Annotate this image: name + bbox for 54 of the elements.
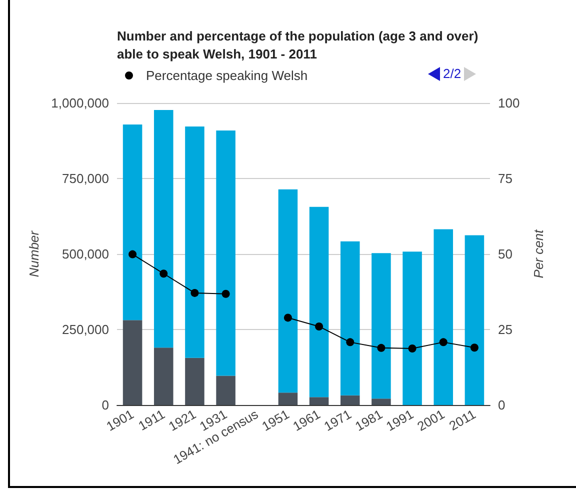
point [315,322,324,330]
point [377,344,386,352]
bar [278,392,298,405]
bar [372,253,391,399]
bar [464,235,484,405]
point [346,338,354,346]
point [439,338,448,346]
chart-title: Number and percentage of the population (age 3 and over) able to speak Welsh, 1901 - 2011 [117,28,482,62]
x-tick-label: 1921 [166,406,198,434]
bar [122,124,142,320]
bar [309,397,329,405]
bar [340,241,360,396]
y-axis-title: Number [26,230,42,278]
text: 2/2 [443,66,462,81]
bar [154,110,174,348]
y-tick-label: 750,000 [62,171,109,186]
bar [216,130,236,376]
y-tick-label: 1,000,000 [51,96,109,110]
x-tick-label: 1951 [259,406,292,434]
point [284,314,292,322]
point [408,344,416,353]
x-tick-label: 1991 [384,406,416,434]
y2-tick-label: 50 [498,246,512,262]
bar [340,395,360,405]
y2-tick-label: 75 [498,171,512,186]
point [128,250,137,258]
bar [278,189,298,393]
bar [434,229,454,405]
point [470,344,478,352]
x-tick-label: 1911 [136,406,168,434]
legend-label: Percentage speaking Welsh [146,68,308,83]
x-tick-label: 1981 [352,406,385,434]
bar [122,320,142,405]
point [190,288,199,297]
x-tick-label: 2001 [414,406,448,434]
bar [309,206,329,398]
bar [402,252,422,405]
bar [372,398,391,405]
bar [216,376,236,405]
y2-axis-title: Per cent [531,228,546,278]
y2-tick-label: 0 [498,398,506,412]
point [222,290,230,298]
x-tick-label: 2011 [446,406,478,434]
y-tick-label: 500,000 [62,246,109,262]
x-tick-label: 1961 [290,406,323,434]
x-tick-label: 1971 [321,406,354,434]
bar [185,358,204,405]
y-tick-label: 250,000 [62,322,109,337]
bar [154,348,174,405]
y-tick-label: 0 [102,398,109,412]
point [160,270,168,278]
y2-tick-label: 25 [498,322,512,337]
y2-tick-label: 100 [498,96,520,110]
bar [185,126,204,358]
